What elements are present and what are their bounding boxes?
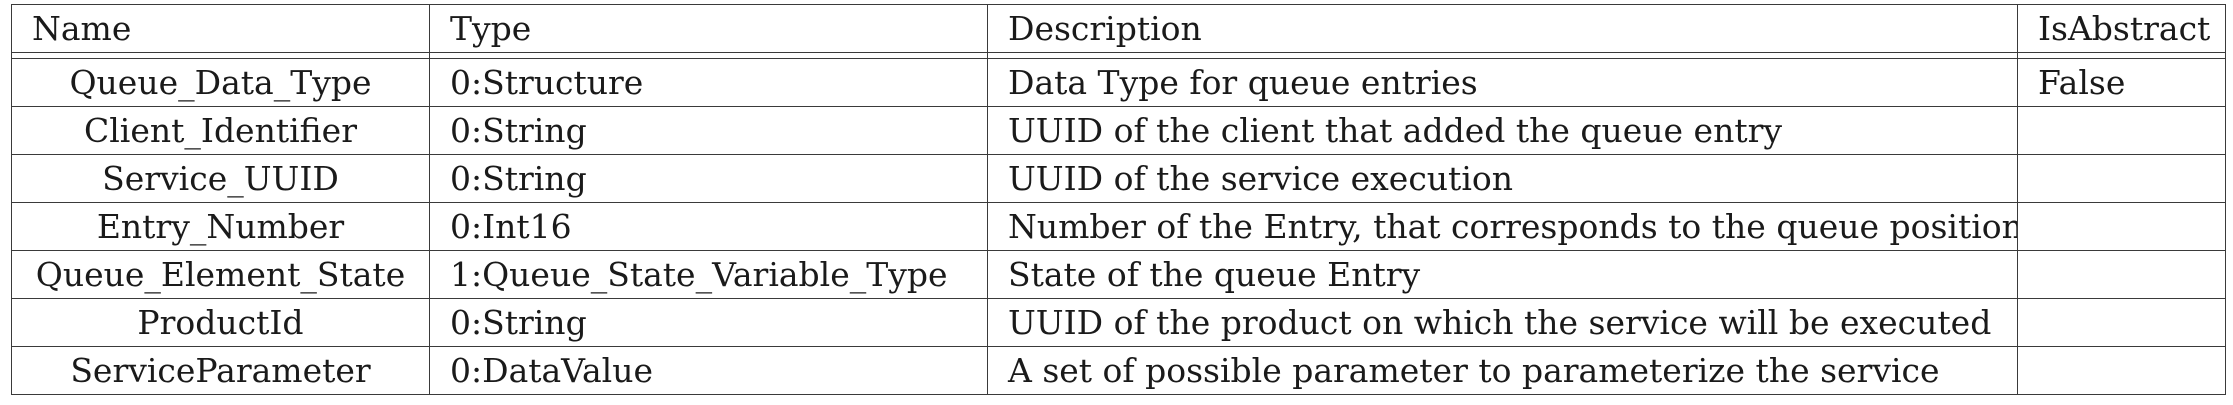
header-separator bbox=[11, 52, 2226, 59]
cell-name: Service_UUID bbox=[11, 154, 430, 203]
cell-description: A set of possible parameter to parameter… bbox=[987, 346, 2018, 395]
cell-type: 1:Queue_State_Variable_Type bbox=[429, 250, 988, 299]
header-row: Name Type Description IsAbstract bbox=[11, 4, 2226, 53]
table-row: Service_UUID 0:String UUID of the servic… bbox=[11, 154, 2226, 203]
cell-name: Queue_Element_State bbox=[11, 250, 430, 299]
cell-type: 0:String bbox=[429, 298, 988, 347]
header-description: Description bbox=[987, 4, 2018, 53]
cell-type: 0:String bbox=[429, 106, 988, 155]
cell-description: UUID of the product on which the service… bbox=[987, 298, 2018, 347]
table-row: Client_Identifier 0:String UUID of the c… bbox=[11, 106, 2226, 155]
cell-description: Number of the Entry, that corresponds to… bbox=[987, 202, 2018, 251]
cell-name: Queue_Data_Type bbox=[11, 58, 430, 107]
datatype-table: Name Type Description IsAbstract Queue_D… bbox=[11, 4, 2226, 395]
cell-is-abstract bbox=[2017, 250, 2226, 299]
table-row: Queue_Element_State 1:Queue_State_Variab… bbox=[11, 250, 2226, 299]
cell-is-abstract bbox=[2017, 154, 2226, 203]
cell-name: ProductId bbox=[11, 298, 430, 347]
table-row: Entry_Number 0:Int16 Number of the Entry… bbox=[11, 202, 2226, 251]
cell-type: 0:DataValue bbox=[429, 346, 988, 395]
cell-description: State of the queue Entry bbox=[987, 250, 2018, 299]
header-name: Name bbox=[11, 4, 430, 53]
cell-is-abstract bbox=[2017, 106, 2226, 155]
table-row: ServiceParameter 0:DataValue A set of po… bbox=[11, 346, 2226, 395]
cell-description: UUID of the service execution bbox=[987, 154, 2018, 203]
cell-name: Client_Identifier bbox=[11, 106, 430, 155]
header-is-abstract: IsAbstract bbox=[2017, 4, 2226, 53]
cell-is-abstract: False bbox=[2017, 58, 2226, 107]
table-row: Queue_Data_Type 0:Structure Data Type fo… bbox=[11, 58, 2226, 107]
cell-type: 0:String bbox=[429, 154, 988, 203]
cell-is-abstract bbox=[2017, 298, 2226, 347]
cell-description: Data Type for queue entries bbox=[987, 58, 2018, 107]
cell-name: Entry_Number bbox=[11, 202, 430, 251]
cell-type: 0:Int16 bbox=[429, 202, 988, 251]
cell-type: 0:Structure bbox=[429, 58, 988, 107]
cell-description: UUID of the client that added the queue … bbox=[987, 106, 2018, 155]
header-type: Type bbox=[429, 4, 988, 53]
cell-name: ServiceParameter bbox=[11, 346, 430, 395]
cell-is-abstract bbox=[2017, 202, 2226, 251]
table-row: ProductId 0:String UUID of the product o… bbox=[11, 298, 2226, 347]
cell-is-abstract bbox=[2017, 346, 2226, 395]
